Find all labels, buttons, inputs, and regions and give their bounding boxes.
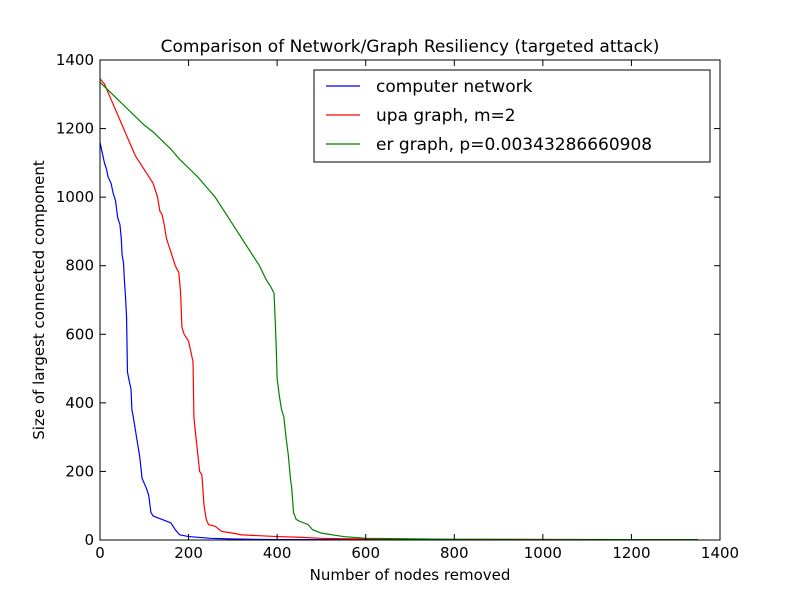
x-tick-label-4: 800 <box>440 544 469 562</box>
x-axis-label: Number of nodes removed <box>310 566 511 584</box>
x-tick-label-5: 1000 <box>524 544 562 562</box>
series-line-2 <box>100 81 698 540</box>
y-tick-label-5: 1000 <box>56 188 94 206</box>
x-tick-label-3: 600 <box>351 544 380 562</box>
x-tick-label-6: 1200 <box>612 544 650 562</box>
plot-frame <box>99 59 721 541</box>
y-tick-label-7: 1400 <box>56 51 94 69</box>
x-tick-label-7: 1400 <box>701 544 739 562</box>
y-tick-label-6: 1200 <box>56 120 94 138</box>
tick-layer: 0 200 400 600 800 1000 1200 1400 0 200 400 600 800 10… <box>56 51 739 562</box>
legend: computer network upa graph, m=2 er graph, … <box>313 69 711 163</box>
chart-title: Comparison of Network/Graph Resiliency (… <box>161 37 660 57</box>
y-tick-label-0: 0 <box>84 531 94 549</box>
legend-label-0: computer network <box>376 77 533 97</box>
legend-box <box>313 69 711 163</box>
legend-label-2: er graph, p=0.00343286660908 <box>376 135 652 155</box>
y-tick-label-3: 600 <box>65 325 94 343</box>
y-tick-label-1: 200 <box>65 462 94 480</box>
series-line-0 <box>100 142 698 540</box>
x-tick-label-2: 400 <box>263 544 292 562</box>
x-tick-label-0: 0 <box>95 544 105 562</box>
x-tick-label-1: 200 <box>174 544 203 562</box>
legend-label-1: upa graph, m=2 <box>376 106 516 126</box>
y-tick-label-4: 800 <box>65 257 94 275</box>
series-layer <box>100 78 698 540</box>
y-axis-label: Size of largest connected component <box>30 160 48 440</box>
y-tick-label-2: 400 <box>65 394 94 412</box>
series-line-1 <box>100 78 698 540</box>
